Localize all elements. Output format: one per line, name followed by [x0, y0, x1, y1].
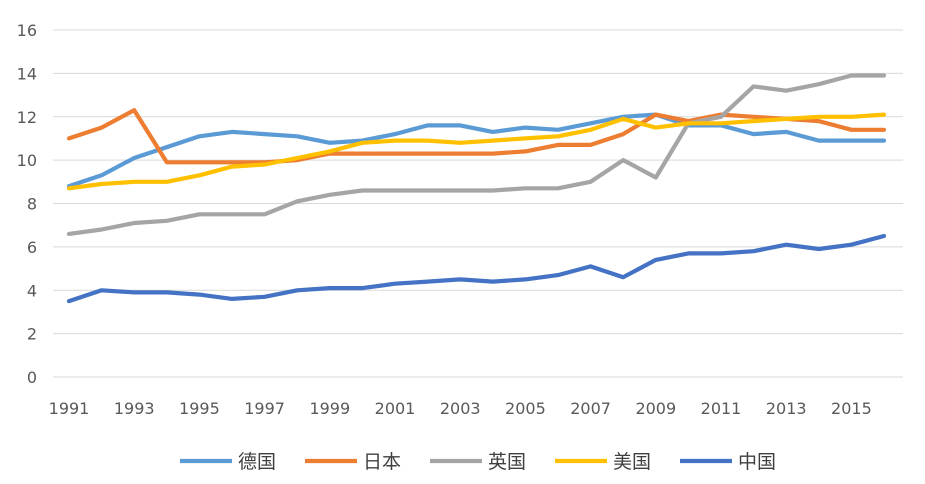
- x-tick-label: 2001: [375, 399, 416, 418]
- series-lines: [66, 73, 887, 304]
- series-line-2: [66, 73, 887, 236]
- legend-item: 英国: [430, 451, 526, 473]
- x-axis-tick-labels: 1991 1993 1995 1997 1999 2001 2003 2005 2007 2009…: [49, 399, 872, 418]
- series-line-4: [66, 233, 887, 304]
- y-tick-label: 12: [17, 108, 37, 127]
- x-tick-label: 1999: [309, 399, 350, 418]
- series-line-0: [66, 112, 887, 189]
- legend-item: 美国: [555, 451, 651, 473]
- x-tick-label: 1997: [244, 399, 285, 418]
- x-tick-label: 2005: [505, 399, 546, 418]
- y-tick-label: 8: [27, 195, 37, 214]
- x-tick-label: 2013: [766, 399, 807, 418]
- x-tick-label: 2011: [701, 399, 742, 418]
- legend-label: 中国: [738, 451, 776, 473]
- legend-item: 日本: [305, 451, 401, 473]
- x-tick-label: 1991: [49, 399, 90, 418]
- legend-label: 美国: [613, 451, 651, 473]
- legend-item: 德国: [180, 451, 276, 473]
- y-tick-label: 10: [17, 151, 37, 170]
- series-line-1: [66, 108, 887, 165]
- y-tick-label: 4: [27, 281, 37, 300]
- x-tick-label: 2007: [570, 399, 611, 418]
- legend: 德国 日本 英国 美国 中国: [180, 451, 776, 473]
- y-tick-label: 2: [27, 325, 37, 344]
- legend-label: 英国: [488, 451, 526, 473]
- y-tick-label: 0: [27, 368, 37, 387]
- legend-label: 德国: [238, 451, 276, 473]
- x-tick-label: 2009: [635, 399, 676, 418]
- y-tick-label: 16: [17, 21, 37, 40]
- x-tick-label: 2003: [440, 399, 481, 418]
- legend-item: 中国: [680, 451, 776, 473]
- series-line-3: [66, 112, 887, 191]
- legend-label: 日本: [363, 451, 401, 473]
- x-tick-label: 2015: [831, 399, 872, 418]
- x-tick-label: 1995: [179, 399, 220, 418]
- y-tick-label: 14: [17, 64, 37, 83]
- y-tick-label: 6: [27, 238, 37, 257]
- y-axis-tick-labels: 0 2 4 6 8 10 12 14 16: [17, 21, 37, 387]
- gridlines: [53, 29, 903, 378]
- x-tick-label: 1993: [114, 399, 155, 418]
